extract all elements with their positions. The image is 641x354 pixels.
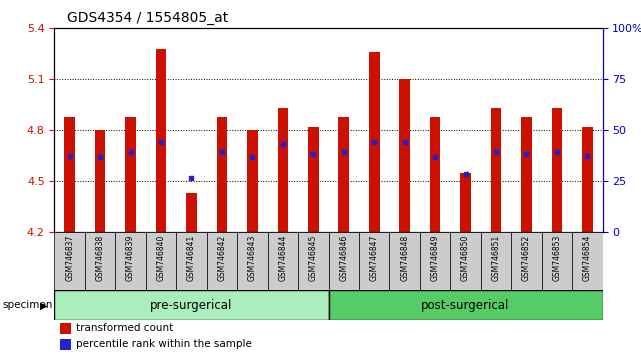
Bar <box>125 116 136 232</box>
Bar <box>399 79 410 232</box>
Bar <box>95 130 106 232</box>
Text: GSM746843: GSM746843 <box>248 235 257 281</box>
Bar <box>359 232 389 290</box>
Bar <box>206 232 237 290</box>
Bar <box>511 232 542 290</box>
Text: GSM746849: GSM746849 <box>431 235 440 281</box>
Text: GSM746848: GSM746848 <box>400 235 409 281</box>
Text: GSM746850: GSM746850 <box>461 235 470 281</box>
Text: GSM746854: GSM746854 <box>583 235 592 281</box>
Text: post-surgerical: post-surgerical <box>421 299 510 312</box>
Text: GSM746845: GSM746845 <box>309 235 318 281</box>
Bar <box>389 232 420 290</box>
Bar <box>54 232 85 290</box>
Bar <box>298 232 328 290</box>
Bar <box>328 290 603 320</box>
Bar <box>217 116 228 232</box>
Bar <box>64 116 75 232</box>
Bar <box>146 232 176 290</box>
Text: GSM746841: GSM746841 <box>187 235 196 281</box>
Text: GSM746851: GSM746851 <box>492 235 501 281</box>
Bar <box>237 232 268 290</box>
Text: GSM746838: GSM746838 <box>96 235 104 281</box>
Bar <box>247 130 258 232</box>
Bar <box>85 232 115 290</box>
Text: percentile rank within the sample: percentile rank within the sample <box>76 339 253 349</box>
Bar <box>369 52 379 232</box>
Text: GSM746852: GSM746852 <box>522 235 531 281</box>
Bar <box>54 290 328 320</box>
Bar <box>186 193 197 232</box>
Bar <box>572 232 603 290</box>
Bar <box>490 108 501 232</box>
Bar <box>60 322 71 334</box>
Text: GSM746839: GSM746839 <box>126 235 135 281</box>
Text: GSM746840: GSM746840 <box>156 235 165 281</box>
Text: GDS4354 / 1554805_at: GDS4354 / 1554805_at <box>67 11 229 25</box>
Bar <box>156 49 167 232</box>
Bar <box>267 232 298 290</box>
Bar <box>450 232 481 290</box>
Text: GSM746844: GSM746844 <box>278 235 287 281</box>
Bar <box>308 127 319 232</box>
Bar <box>481 232 511 290</box>
Text: GSM746842: GSM746842 <box>217 235 226 281</box>
Text: GSM746847: GSM746847 <box>370 235 379 281</box>
Bar <box>551 108 562 232</box>
Text: pre-surgerical: pre-surgerical <box>150 299 233 312</box>
Bar <box>176 232 206 290</box>
Bar <box>338 116 349 232</box>
Bar <box>115 232 146 290</box>
Text: transformed count: transformed count <box>76 323 174 333</box>
Bar <box>521 116 532 232</box>
Bar <box>542 232 572 290</box>
Bar <box>429 116 440 232</box>
Bar <box>328 232 359 290</box>
Text: ▶: ▶ <box>40 300 47 310</box>
Bar <box>582 127 593 232</box>
Text: GSM746846: GSM746846 <box>339 235 348 281</box>
Bar <box>420 232 450 290</box>
Bar <box>278 108 288 232</box>
Bar <box>60 338 71 350</box>
Text: GSM746853: GSM746853 <box>553 235 562 281</box>
Text: specimen: specimen <box>2 300 53 310</box>
Text: GSM746837: GSM746837 <box>65 235 74 281</box>
Bar <box>460 172 471 232</box>
